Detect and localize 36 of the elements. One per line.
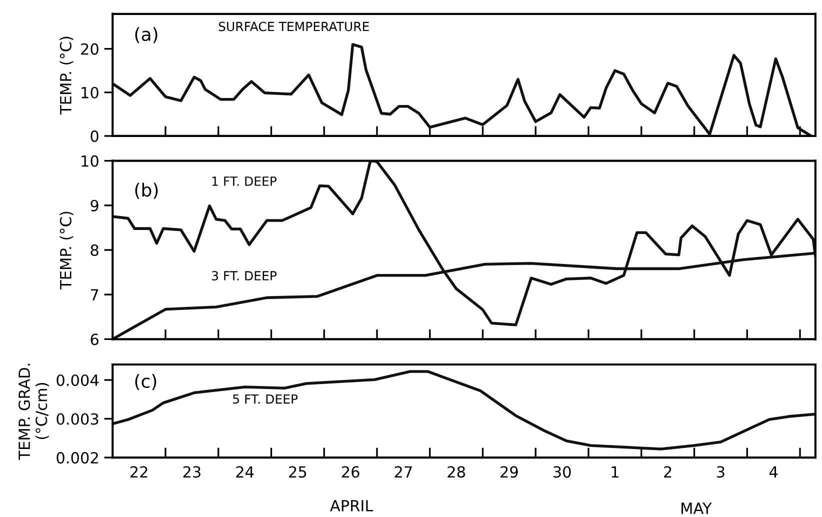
x-tick-label: 24 — [236, 466, 254, 478]
x-tick-label: 22 — [130, 466, 148, 478]
text: APRIL — [330, 500, 374, 512]
y-tick-label: 9 — [90, 200, 98, 212]
series-label: SURFACE TEMPERATURE — [218, 22, 369, 32]
y-tick-label: 0.002 — [56, 452, 98, 464]
y-tick-label: 0 — [90, 130, 98, 142]
x-tick-label: 23 — [183, 466, 200, 478]
x-tick-label: 27 — [394, 466, 412, 478]
x-tick-label: 2 — [664, 466, 672, 478]
series-label: 5 FT. DEEP — [233, 394, 298, 404]
y-tick-label: 10 — [82, 155, 98, 167]
series-label: 1 FT. DEEP — [212, 176, 277, 186]
x-tick-label: 25 — [289, 466, 306, 478]
x-tick-label: 28 — [448, 466, 465, 478]
annotation: (a) — [135, 27, 158, 44]
y-tick-label: 0.003 — [56, 413, 98, 425]
y-tick-label: 20 — [81, 43, 98, 55]
annotation: (b) — [135, 182, 158, 199]
x-tick-label: 30 — [554, 466, 571, 478]
y-axis-title: TEMP. (°C) — [60, 36, 74, 114]
x-tick-label: 29 — [500, 466, 518, 478]
x-tick-label: 3 — [716, 466, 724, 478]
annotation: (c) — [135, 374, 156, 390]
y-tick-label: 6 — [90, 334, 98, 346]
y-tick-label: 7 — [90, 289, 98, 300]
x-tick-label: 1 — [612, 466, 618, 478]
series-label: 3 FT. DEEP — [212, 271, 277, 280]
y-tick-label: 8 — [90, 244, 98, 256]
x-tick-label: 4 — [769, 466, 778, 478]
y-axis-title: TEMP. GRAD. (°C/cm) — [18, 364, 49, 460]
y-tick-label: 0.004 — [56, 374, 99, 386]
y-axis-title: TEMP. (°C) — [60, 212, 74, 290]
x-tick-label: 26 — [342, 466, 360, 478]
text: MAY — [682, 502, 712, 514]
y-tick-label: 10 — [82, 86, 98, 98]
